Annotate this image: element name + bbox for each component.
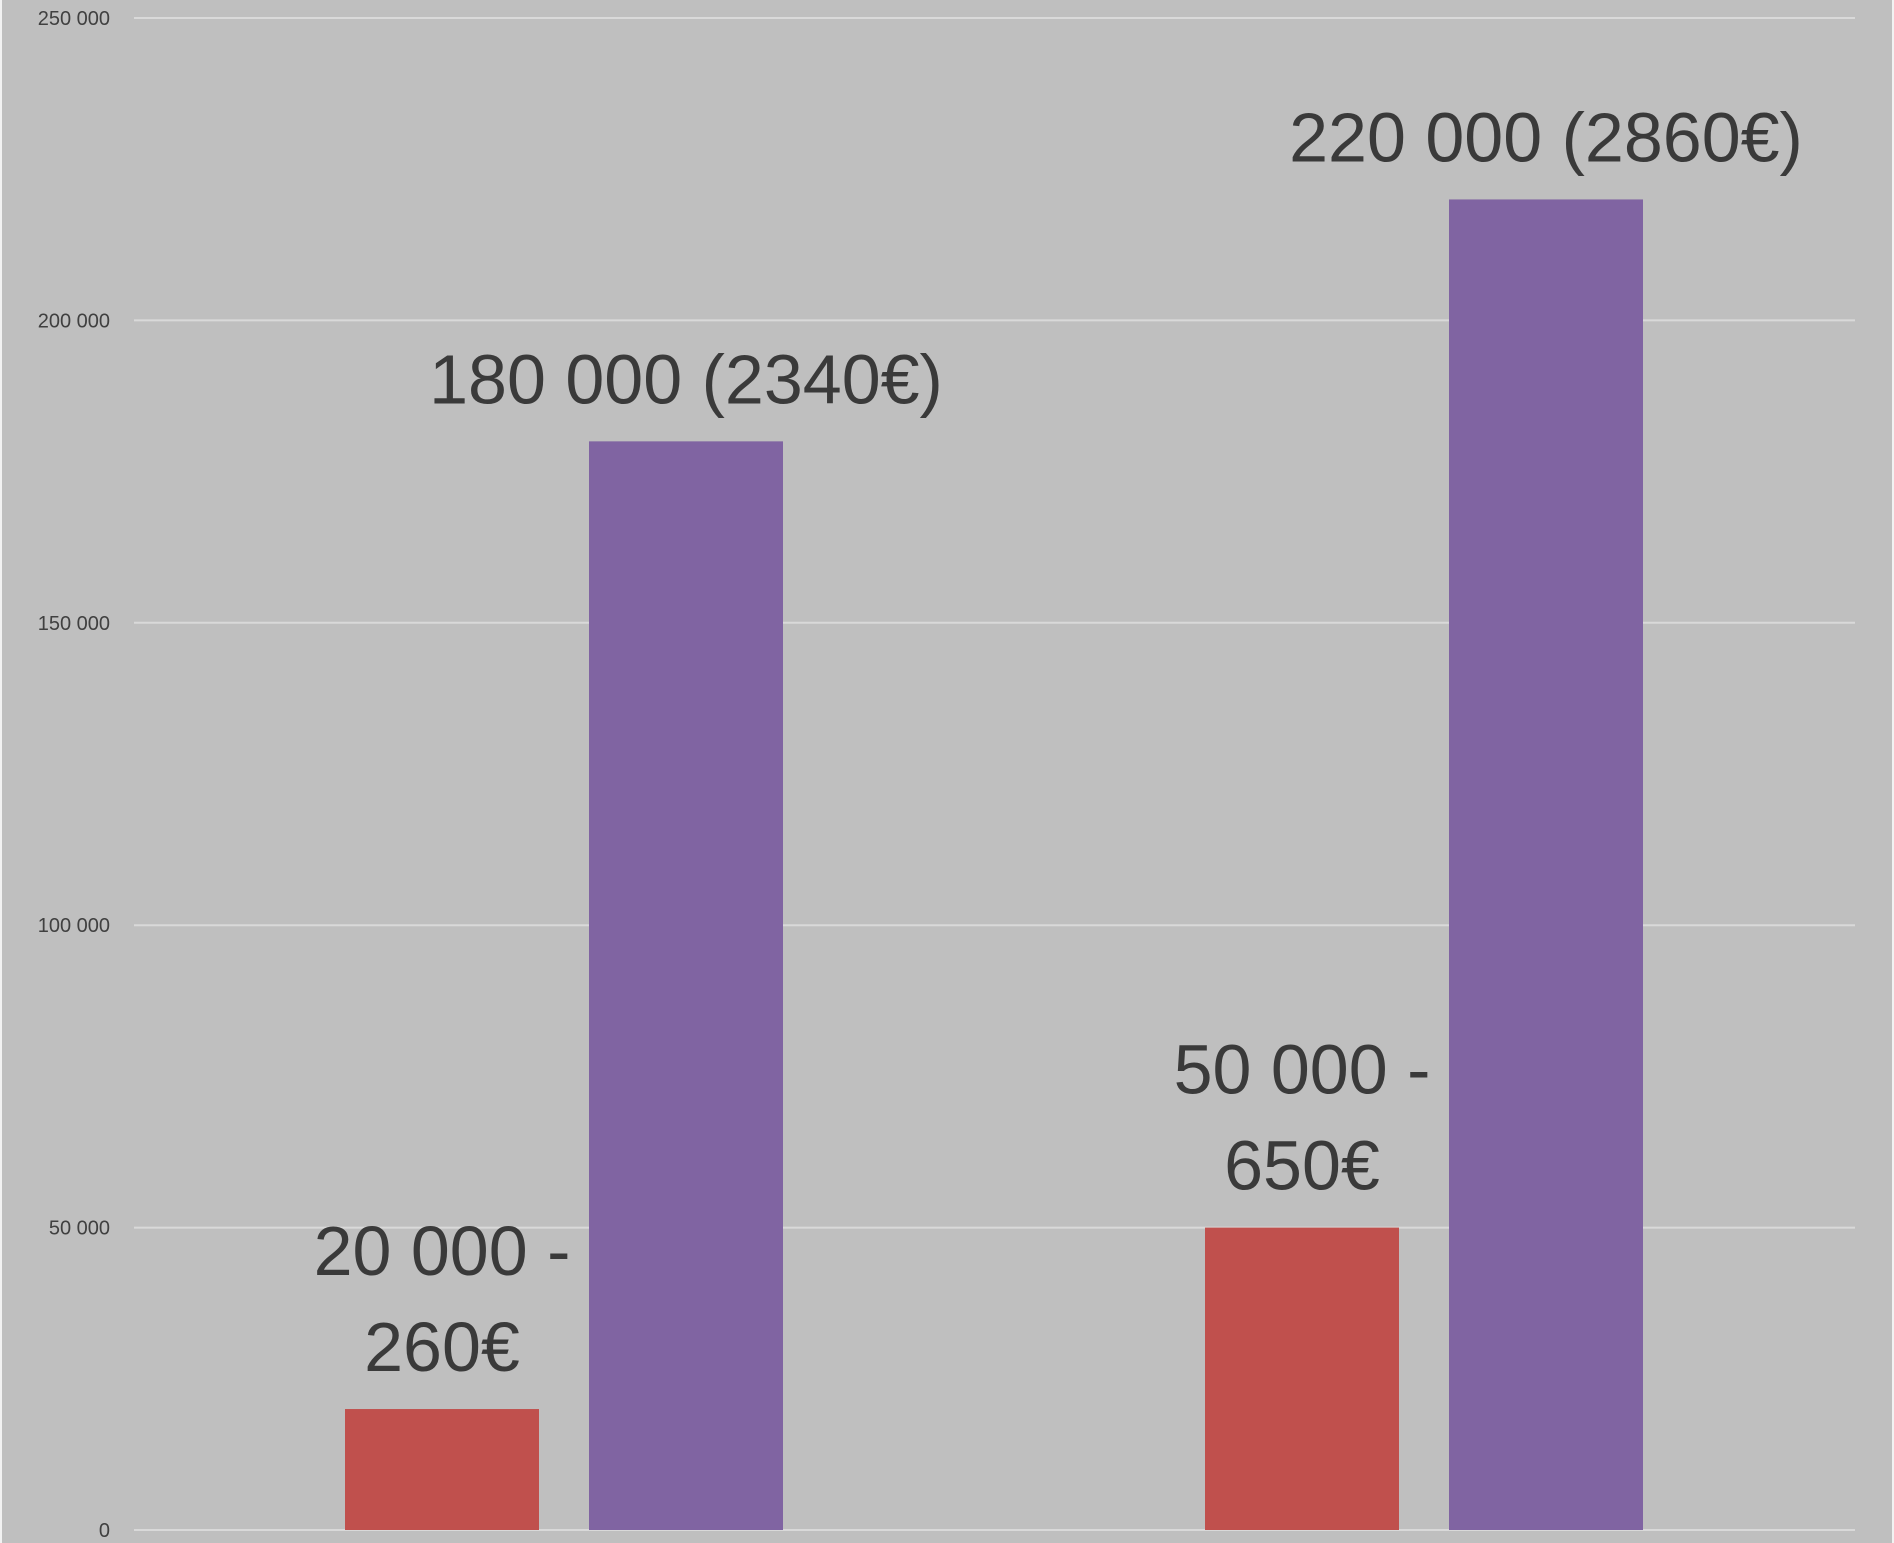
- y-tick-label: 50 000: [49, 1218, 110, 1240]
- bar: [345, 1409, 539, 1530]
- y-tick-label: 250 000: [38, 8, 110, 30]
- y-tick-label: 0: [99, 1520, 110, 1542]
- bar: [1205, 1227, 1399, 1530]
- bar: [1449, 199, 1643, 1531]
- data-label: 180 000 (2340€): [429, 340, 943, 418]
- data-label: 50 000 -: [1174, 1031, 1431, 1109]
- y-tick-label: 200 000: [38, 310, 110, 332]
- y-tick-label: 100 000: [38, 915, 110, 937]
- bar: [589, 441, 783, 1530]
- y-tick-label: 150 000: [38, 613, 110, 635]
- data-label: 220 000 (2860€): [1289, 98, 1803, 176]
- data-label: 260€: [364, 1308, 520, 1386]
- data-label: 650€: [1224, 1127, 1380, 1205]
- data-label: 20 000 -: [314, 1212, 571, 1290]
